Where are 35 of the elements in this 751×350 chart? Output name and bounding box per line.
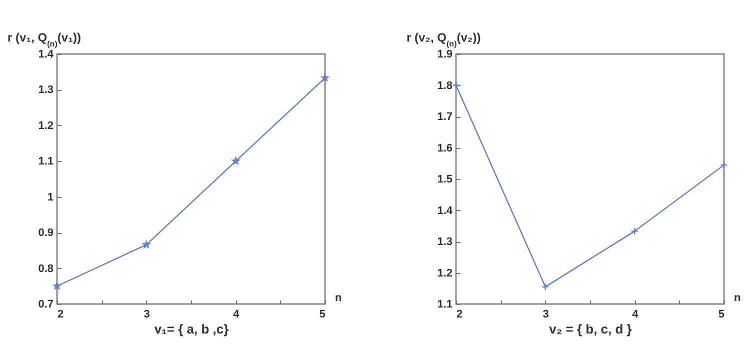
y-tick-label: 1.3 <box>437 236 452 248</box>
y-tick-label: 1.1 <box>437 298 452 310</box>
text: n <box>734 292 741 304</box>
y-axis-title: r (v₁, Q$_{(n)}$(v₁)) <box>8 30 81 48</box>
point <box>232 157 240 164</box>
y-axis-title: r (v₂, Q$_{(n)}$(v₂)) <box>406 30 481 48</box>
y-tick-label: 1.2 <box>38 120 54 132</box>
y-tick-label: 1.9 <box>437 48 452 60</box>
x-tick-label: 4 <box>632 308 640 320</box>
x-tick-label: 2 <box>456 308 463 320</box>
x-tick-label: 5 <box>319 308 326 320</box>
point <box>53 282 61 290</box>
y-tick-label: 1.3 <box>38 84 54 96</box>
y-tick-label: 0.8 <box>38 262 54 275</box>
y-tick-label: 1.4 <box>437 204 454 217</box>
x-tick-label: 4 <box>233 308 240 320</box>
y-tick-label: 0.9 <box>38 227 54 240</box>
x-tick-label: 2 <box>58 308 64 320</box>
y-tick-label: 1.5 <box>437 174 452 186</box>
y-tick-label: 0.7 <box>38 298 54 310</box>
text: n <box>335 292 342 304</box>
x-axis-title: v₁= { a, b ,c} <box>154 322 229 336</box>
y-tick-label: 1.8 <box>437 80 452 92</box>
point <box>321 74 329 82</box>
y-tick-label: 1.2 <box>437 267 452 280</box>
y-tick-label: 1.1 <box>38 156 54 168</box>
point <box>142 240 150 248</box>
y-tick-label: 1.4 <box>38 48 54 60</box>
y-tick-label: 1 <box>47 191 54 204</box>
y-tick-label: 1.6 <box>437 142 452 154</box>
y-tick-label: 1.7 <box>437 111 452 123</box>
x-axis-title: v₂ = { b, c, d } <box>549 322 632 336</box>
x-tick-label: 5 <box>718 308 724 320</box>
x-tick-label: 3 <box>144 308 150 320</box>
x-tick-label: 3 <box>542 308 549 320</box>
